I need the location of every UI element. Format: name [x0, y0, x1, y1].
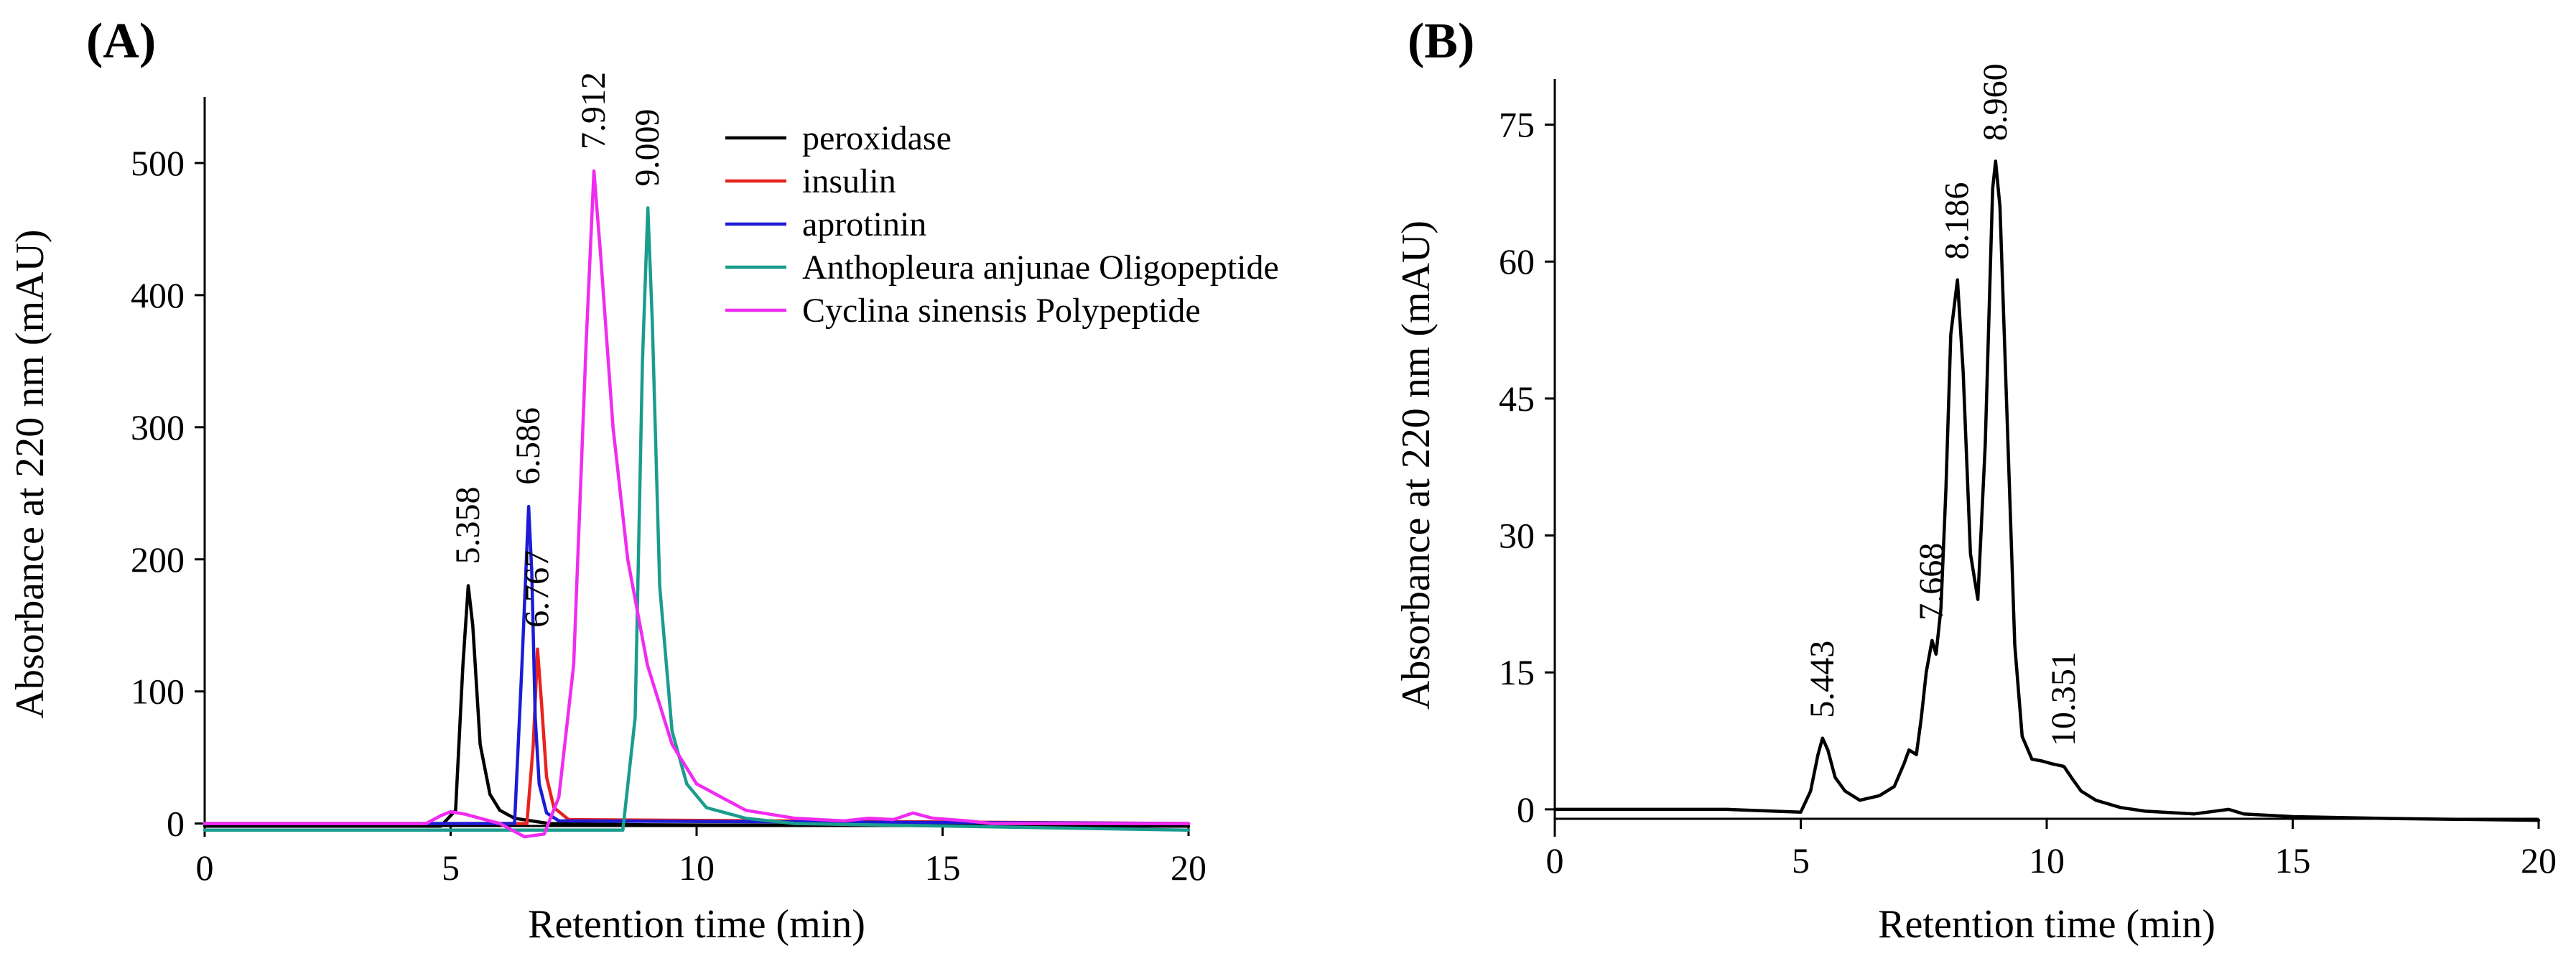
y-tick-label: 30: [1499, 516, 1535, 556]
x-tick-label: 0: [1546, 840, 1564, 881]
y-tick-label: 400: [131, 275, 185, 315]
legend-label: aprotinin: [802, 205, 926, 243]
legend-label: Anthopleura anjunae Oligopeptide: [802, 249, 1279, 287]
y-tick-label: 45: [1499, 379, 1535, 419]
y-tick-label: 0: [1517, 789, 1535, 830]
peak-label: 9.009: [628, 109, 666, 187]
y-tick-label: 500: [131, 143, 185, 183]
y-axis-title: Absorbance at 220 nm (mAU): [1394, 220, 1438, 710]
y-tick-label: 200: [131, 539, 185, 580]
x-tick-label: 0: [196, 848, 214, 888]
y-tick-label: 60: [1499, 241, 1535, 282]
panel-label: (A): [86, 14, 156, 69]
x-tick-label: 10: [2029, 840, 2065, 881]
series-line-cyclina-sinensis-polypeptide: [203, 169, 1191, 839]
series-line-peroxidase: [203, 584, 1191, 828]
panel-a: (A) 0 100 200 300 400 500 0 5 10 15 20 Retention tim…: [8, 14, 1279, 947]
legend: peroxidase insulin aprotinin Anthopleura an…: [725, 119, 1279, 330]
x-axis-title: Retention time (min): [1878, 902, 2215, 947]
panel-b: (B) 0 15 30 45 60 75 0 5 10 15 20 Retention time (mi…: [1394, 14, 2557, 947]
peak-label: 6.767: [519, 550, 557, 628]
peak-label: 7.912: [575, 72, 613, 149]
peak-label: 5.358: [449, 487, 487, 565]
x-axis-title: Retention time (min): [528, 902, 865, 947]
x-tick-label: 20: [2521, 840, 2557, 881]
y-tick-label: 75: [1499, 105, 1535, 145]
peak-label: 8.186: [1938, 182, 1976, 260]
peak-label: 7.668: [1912, 543, 1950, 621]
x-tick-label: 15: [925, 848, 961, 888]
legend-label: peroxidase: [802, 119, 952, 157]
series-line-aprotinin: [203, 504, 1191, 825]
peak-label: 5.443: [1803, 641, 1841, 718]
peak-label: 10.351: [2045, 651, 2083, 746]
y-tick-label: 100: [131, 672, 185, 712]
x-tick-label: 5: [1792, 840, 1810, 881]
x-tick-label: 10: [679, 848, 715, 888]
panel-label: (B): [1408, 14, 1474, 69]
legend-label: insulin: [802, 162, 896, 200]
series-line-anthopleura-anjunae-oligopeptide: [203, 206, 1191, 832]
y-tick-label: 15: [1499, 652, 1535, 692]
series-line-insulin: [203, 647, 1191, 825]
x-tick-label: 5: [442, 848, 460, 888]
x-tick-label: 15: [2275, 840, 2311, 881]
y-axis-title: Absorbance at 220 nm (mAU): [8, 229, 52, 718]
series-line-sample: [1553, 159, 2541, 822]
y-tick-label: 300: [131, 407, 185, 447]
legend-label: Cyclina sinensis Polypeptide: [802, 292, 1201, 330]
y-tick-label: 0: [167, 804, 185, 844]
x-tick-label: 20: [1171, 848, 1206, 888]
peak-label: 6.586: [509, 407, 547, 485]
peak-label: 8.960: [1976, 63, 2014, 141]
